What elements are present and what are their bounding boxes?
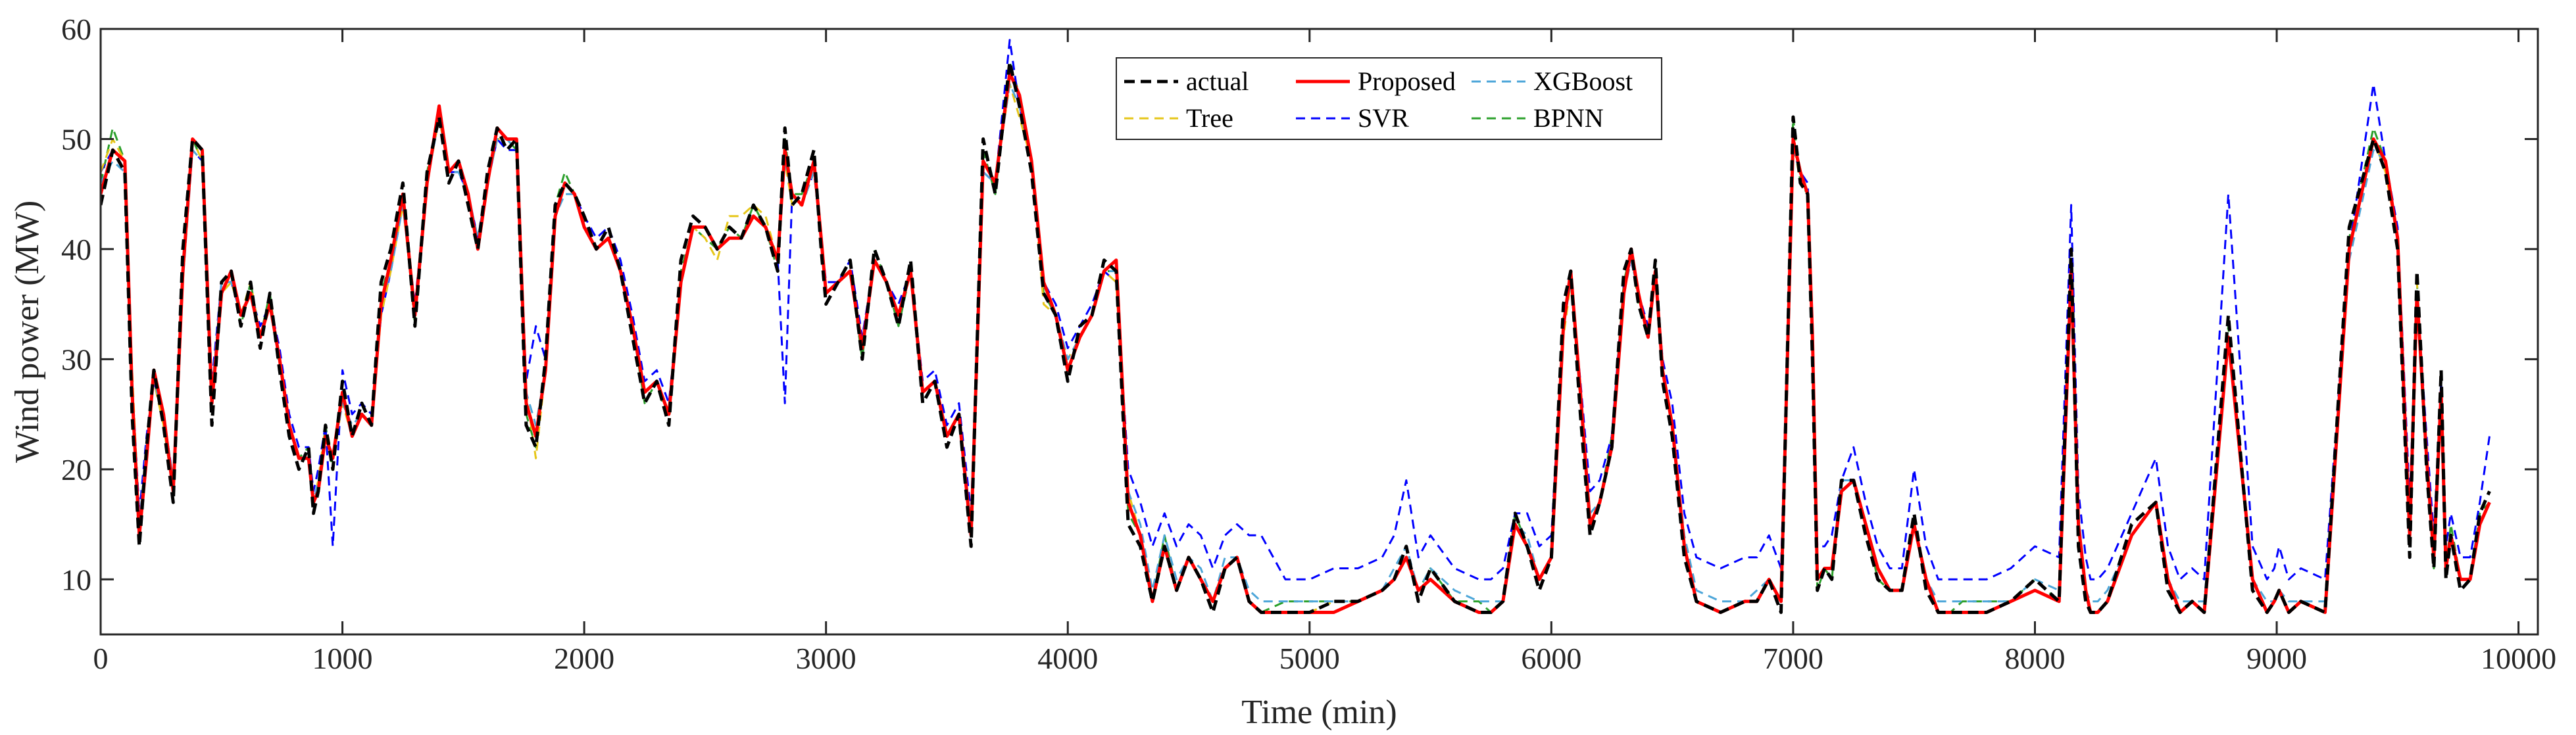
legend-label-bpnn: BPNN: [1533, 103, 1604, 133]
plot-frame: [99, 28, 2539, 636]
series-line-svr: [101, 39, 2490, 581]
x-tick-label: 2000: [554, 642, 614, 675]
series-layer: [101, 39, 2491, 614]
series-line-proposed: [101, 71, 2491, 614]
x-axis-label: Time (min): [1241, 694, 1397, 731]
legend-label-actual: actual: [1186, 66, 1249, 96]
legend-box: [1116, 57, 1662, 140]
series-line-actual: [101, 60, 2491, 614]
ticks-layer: 0 1000 2000 3000 4000 5000 6000 7000 8000 9000 100…: [61, 12, 2556, 675]
x-tick-label: 9000: [2246, 642, 2307, 675]
x-tick-label: 0: [93, 642, 109, 675]
legend-label-svr: SVR: [1358, 103, 1409, 133]
legend: actual Proposed XGBoost Tree SVR BPNN: [1116, 57, 1662, 140]
legend-label-tree: Tree: [1186, 103, 1233, 133]
y-tick-label: 10: [61, 563, 91, 596]
y-tick-label: 60: [61, 12, 91, 46]
x-tick-label: 8000: [2004, 642, 2065, 675]
legend-label-proposed: Proposed: [1358, 66, 1456, 96]
x-tick-label: 1000: [312, 642, 373, 675]
x-tick-label: 7000: [1763, 642, 1823, 675]
x-tick-label: 10000: [2481, 642, 2556, 675]
x-tick-label: 6000: [1521, 642, 1581, 675]
legend-label-xgboost: XGBoost: [1533, 66, 1633, 96]
x-tick-label: 5000: [1279, 642, 1340, 675]
y-tick-label: 30: [61, 343, 91, 376]
y-tick-label: 50: [61, 122, 91, 156]
x-tick-label: 4000: [1037, 642, 1098, 675]
y-tick-label: 20: [61, 453, 91, 486]
y-axis-label: Wind power (MW): [9, 201, 46, 463]
y-tick-label: 40: [61, 233, 91, 266]
x-tick-label: 3000: [796, 642, 856, 675]
